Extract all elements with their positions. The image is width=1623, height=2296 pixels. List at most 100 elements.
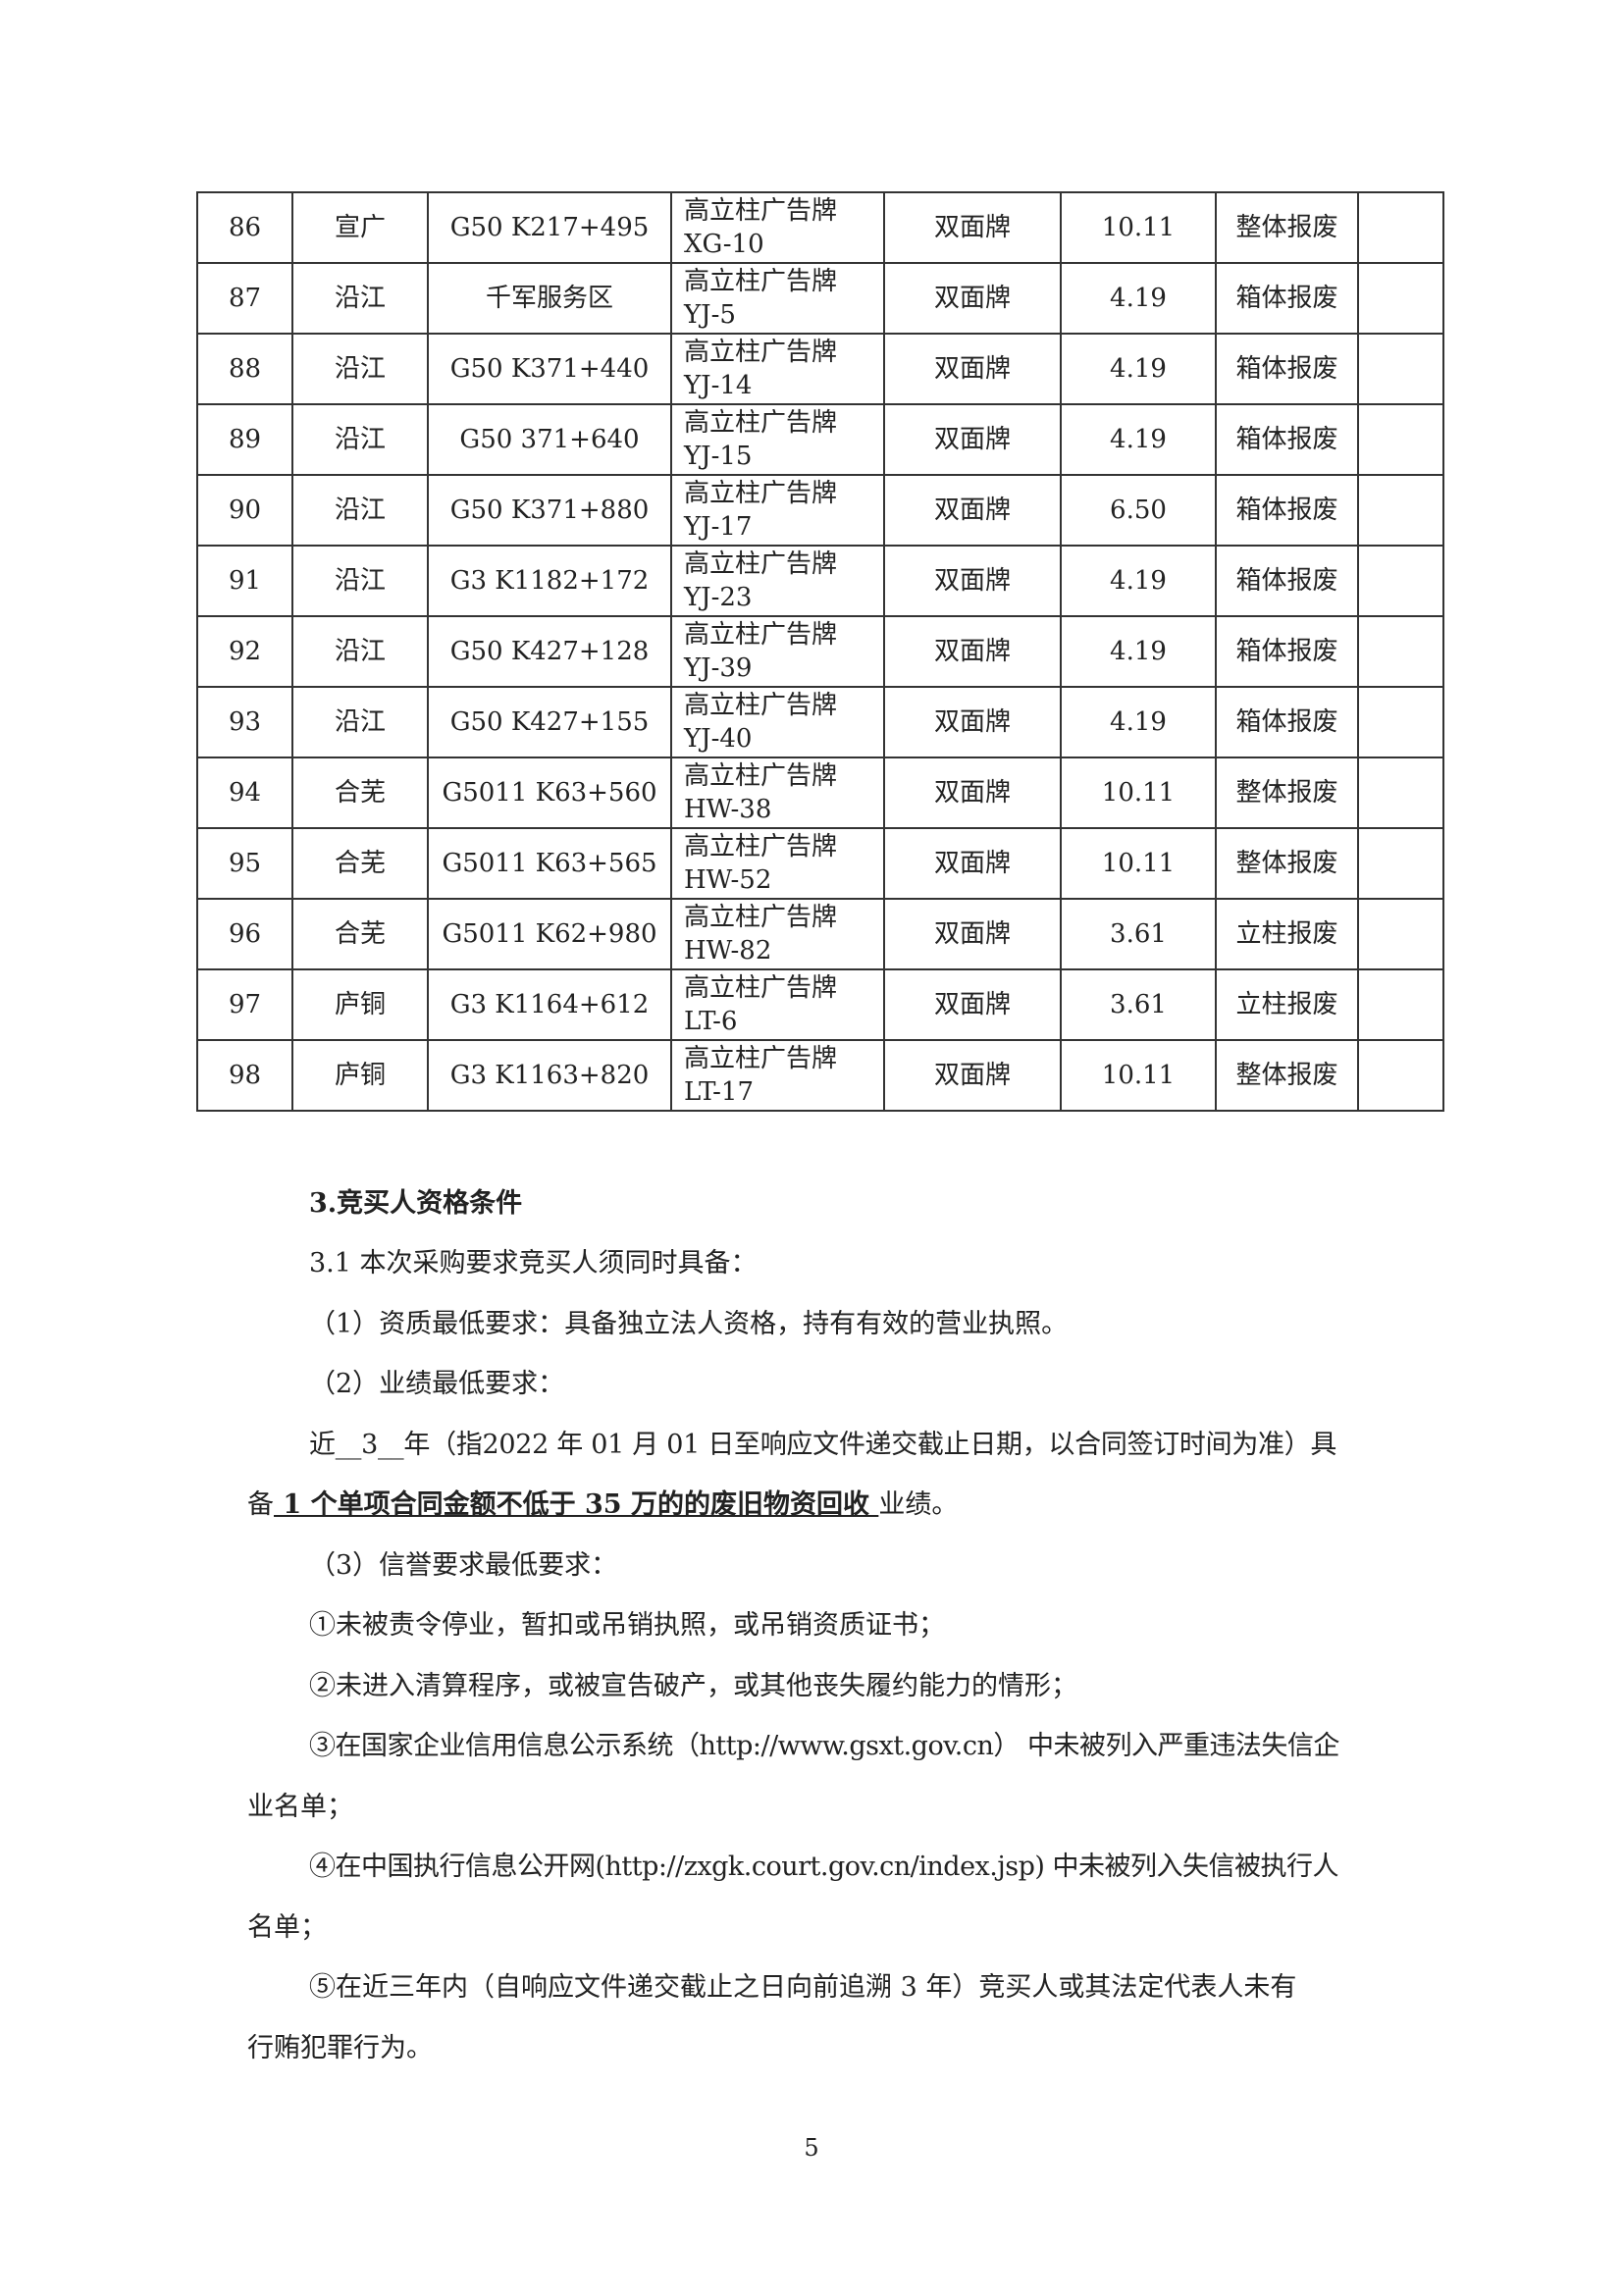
sign-code: YJ-17 — [684, 512, 753, 542]
paragraph: ④在中国执行信息公开网(http://zxgk.court.gov.cn/ind… — [309, 1852, 1338, 1882]
cell-disposal: 箱体报废 — [1215, 615, 1359, 688]
signboard-table: 86 宣广 G50 K217+495 高立柱广告牌 XG-10 双面牌 10.11 整体报废 8… — [196, 191, 1444, 1112]
paragraph: 行贿犯罪行为。 — [247, 2033, 433, 2063]
cell-no: 96 — [196, 898, 293, 970]
sign-name: 高立柱广告牌 — [684, 196, 838, 226]
cell-disposal: 立柱报废 — [1215, 968, 1359, 1041]
cell-location: G50 K217+495 — [427, 191, 672, 264]
cell-no: 88 — [196, 333, 293, 405]
cell-area: 沿江 — [291, 686, 429, 758]
paragraph: ⑤在近三年内（自响应文件递交截止之日向前追溯 3 年）竞买人或其法定代表人未有 — [309, 1972, 1297, 2003]
cell-type: 双面牌 — [883, 615, 1062, 688]
paragraph: ①未被责令停业，暂扣或吊销执照，或吊销资质证书； — [309, 1610, 945, 1641]
cell-note — [1357, 474, 1444, 547]
table-row: 90 沿江 G50 K371+880 高立柱广告牌 YJ-17 双面牌 6.50 箱体报废 — [196, 474, 1444, 547]
table-row: 95 合芜 G5011 K63+565 高立柱广告牌 HW-52 双面牌 10.11 整体报废 — [196, 827, 1444, 900]
table-row: 94 合芜 G5011 K63+560 高立柱广告牌 HW-38 双面牌 10.11 整体报废 — [196, 757, 1444, 829]
cell-note — [1357, 757, 1444, 829]
sign-name: 高立柱广告牌 — [684, 549, 838, 579]
cell-size: 4.19 — [1060, 545, 1217, 617]
sign-code: HW-82 — [684, 936, 772, 965]
cell-size: 3.61 — [1060, 968, 1217, 1041]
cell-name: 高立柱广告牌 XG-10 — [670, 191, 885, 264]
cell-size: 4.19 — [1060, 686, 1217, 758]
cell-name: 高立柱广告牌 HW-82 — [670, 898, 885, 970]
cell-disposal: 整体报废 — [1215, 827, 1359, 900]
paragraph: （1）资质最低要求：具备独立法人资格，持有有效的营业执照。 — [309, 1309, 1069, 1339]
cell-type: 双面牌 — [883, 686, 1062, 758]
cell-note — [1357, 1039, 1444, 1112]
cell-disposal: 整体报废 — [1215, 1039, 1359, 1112]
cell-no: 95 — [196, 827, 293, 900]
cell-area: 沿江 — [291, 262, 429, 335]
paragraph: 名单； — [247, 1912, 327, 1943]
cell-disposal: 整体报废 — [1215, 757, 1359, 829]
sign-name: 高立柱广告牌 — [684, 903, 838, 932]
cell-area: 沿江 — [291, 333, 429, 405]
cell-no: 98 — [196, 1039, 293, 1112]
sign-code: HW-38 — [684, 795, 772, 824]
cell-type: 双面牌 — [883, 191, 1062, 264]
cell-area: 沿江 — [291, 474, 429, 547]
paragraph: 近__3__年（指2022 年 01 月 01 日至响应文件递交截止日期，以合同… — [309, 1430, 1337, 1460]
table-row: 97 庐铜 G3 K1164+612 高立柱广告牌 LT-6 双面牌 3.61 立柱报废 — [196, 968, 1444, 1041]
cell-no: 91 — [196, 545, 293, 617]
cell-note — [1357, 403, 1444, 476]
paragraph: ②未进入清算程序，或被宣告破产，或其他丧失履约能力的情形； — [309, 1671, 1077, 1701]
sign-code: YJ-23 — [684, 583, 753, 612]
table-row: 93 沿江 G50 K427+155 高立柱广告牌 YJ-40 双面牌 4.19 箱体报废 — [196, 686, 1444, 758]
cell-no: 92 — [196, 615, 293, 688]
cell-location: G50 K371+440 — [427, 333, 672, 405]
cell-name: 高立柱广告牌 HW-38 — [670, 757, 885, 829]
cell-name: 高立柱广告牌 YJ-39 — [670, 615, 885, 688]
sign-name: 高立柱广告牌 — [684, 479, 838, 508]
cell-location: 千军服务区 — [427, 262, 672, 335]
cell-name: 高立柱广告牌 YJ-15 — [670, 403, 885, 476]
cell-no: 94 — [196, 757, 293, 829]
sign-code: YJ-40 — [684, 724, 753, 754]
cell-note — [1357, 686, 1444, 758]
paragraph: 备 1 个单项合同金额不低于 35 万的的废旧物资回收 业绩。 — [247, 1486, 958, 1525]
cell-size: 4.19 — [1060, 403, 1217, 476]
cell-disposal: 立柱报废 — [1215, 898, 1359, 970]
cell-disposal: 箱体报废 — [1215, 262, 1359, 335]
paragraph: （2）业绩最低要求： — [309, 1369, 565, 1399]
cell-disposal: 箱体报废 — [1215, 333, 1359, 405]
cell-area: 沿江 — [291, 615, 429, 688]
cell-disposal: 箱体报废 — [1215, 545, 1359, 617]
table-row: 86 宣广 G50 K217+495 高立柱广告牌 XG-10 双面牌 10.11 整体报废 — [196, 191, 1444, 264]
cell-name: 高立柱广告牌 YJ-40 — [670, 686, 885, 758]
cell-size: 10.11 — [1060, 827, 1217, 900]
section-heading: 3.竞买人资格条件 — [309, 1188, 523, 1219]
text: 业绩。 — [878, 1489, 959, 1520]
cell-disposal: 整体报废 — [1215, 191, 1359, 264]
sign-name: 高立柱广告牌 — [684, 267, 838, 296]
cell-name: 高立柱广告牌 YJ-17 — [670, 474, 885, 547]
cell-location: G3 K1164+612 — [427, 968, 672, 1041]
cell-size: 4.19 — [1060, 615, 1217, 688]
text: 备 — [247, 1489, 274, 1520]
sign-name: 高立柱广告牌 — [684, 338, 838, 367]
cell-location: G3 K1182+172 — [427, 545, 672, 617]
sign-name: 高立柱广告牌 — [684, 1044, 838, 1073]
cell-location: G50 371+640 — [427, 403, 672, 476]
cell-area: 庐铜 — [291, 968, 429, 1041]
table-row: 88 沿江 G50 K371+440 高立柱广告牌 YJ-14 双面牌 4.19 箱体报废 — [196, 333, 1444, 405]
table-row: 96 合芜 G5011 K62+980 高立柱广告牌 HW-82 双面牌 3.61 立柱报废 — [196, 898, 1444, 970]
cell-size: 10.11 — [1060, 757, 1217, 829]
sign-name: 高立柱广告牌 — [684, 620, 838, 650]
cell-note — [1357, 545, 1444, 617]
cell-area: 宣广 — [291, 191, 429, 264]
sign-code: YJ-15 — [684, 442, 753, 471]
table-row: 92 沿江 G50 K427+128 高立柱广告牌 YJ-39 双面牌 4.19 箱体报废 — [196, 615, 1444, 688]
sign-code: XG-10 — [684, 230, 764, 259]
cell-no: 97 — [196, 968, 293, 1041]
table-row: 98 庐铜 G3 K1163+820 高立柱广告牌 LT-17 双面牌 10.11 整体报废 — [196, 1039, 1444, 1112]
sign-code: YJ-14 — [684, 371, 753, 400]
cell-area: 合芜 — [291, 757, 429, 829]
cell-note — [1357, 191, 1444, 264]
cell-disposal: 箱体报废 — [1215, 403, 1359, 476]
cell-type: 双面牌 — [883, 262, 1062, 335]
cell-no: 87 — [196, 262, 293, 335]
sign-code: LT-6 — [684, 1007, 738, 1036]
